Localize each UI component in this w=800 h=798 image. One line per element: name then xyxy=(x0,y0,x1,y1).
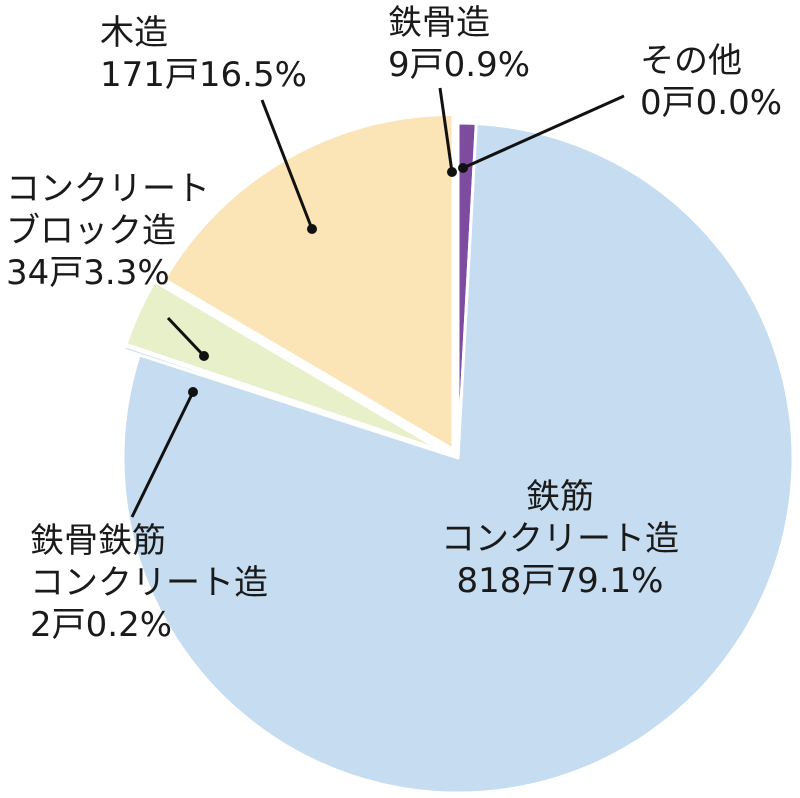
leader-line-sonota xyxy=(462,94,625,170)
leader-dot-src xyxy=(188,387,198,397)
label-rc-name-2: コンクリート造 xyxy=(441,519,679,559)
slice-mokuzo xyxy=(162,112,455,451)
label-mokuzo-value: 171戸16.5% xyxy=(100,55,307,95)
label-mokuzo: 木造 171戸16.5% xyxy=(100,12,307,96)
label-tekkotsu-name: 鉄骨造 xyxy=(388,3,490,43)
label-block-name-1: コンクリート xyxy=(6,169,210,209)
slice-block xyxy=(124,280,445,453)
pie-slices xyxy=(121,112,795,795)
leader-dot-mokuzo xyxy=(307,224,317,234)
label-sonota: その他 0戸0.0% xyxy=(640,40,782,124)
label-src-value: 2戸0.2% xyxy=(30,605,173,645)
label-rc-name-1: 鉄筋 xyxy=(526,477,594,517)
label-block-name-2: ブロック造 xyxy=(6,211,176,251)
label-sonota-value: 0戸0.0% xyxy=(640,83,783,123)
label-sonota-name: その他 xyxy=(640,41,742,81)
label-rc-value: 818戸79.1% xyxy=(456,561,664,601)
label-src: 鉄骨鉄筋 コンクリート造 2戸0.2% xyxy=(30,520,268,646)
label-block-value: 34戸3.3% xyxy=(6,253,170,293)
label-block: コンクリート ブロック造 34戸3.3% xyxy=(6,168,210,294)
leader-dot-tekkotsu xyxy=(447,167,457,177)
slice-rc xyxy=(121,122,795,795)
label-src-name-2: コンクリート造 xyxy=(30,563,268,603)
leader-line-src xyxy=(130,391,195,518)
label-tekkotsu: 鉄骨造 9戸0.9% xyxy=(388,2,530,86)
leader-dot-sonota xyxy=(458,163,468,173)
label-rc: 鉄筋 コンクリート造 818戸79.1% xyxy=(420,476,700,602)
leader-lines xyxy=(130,87,625,518)
label-src-name-1: 鉄骨鉄筋 xyxy=(30,521,166,561)
slice-src xyxy=(122,344,445,455)
leader-dot-block xyxy=(199,351,209,361)
leader-line-mokuzo xyxy=(260,99,314,230)
leader-line-block xyxy=(166,316,206,358)
label-tekkotsu-value: 9戸0.9% xyxy=(388,45,531,85)
label-mokuzo-name: 木造 xyxy=(100,13,168,53)
leader-line-tekkotsu xyxy=(438,87,454,173)
